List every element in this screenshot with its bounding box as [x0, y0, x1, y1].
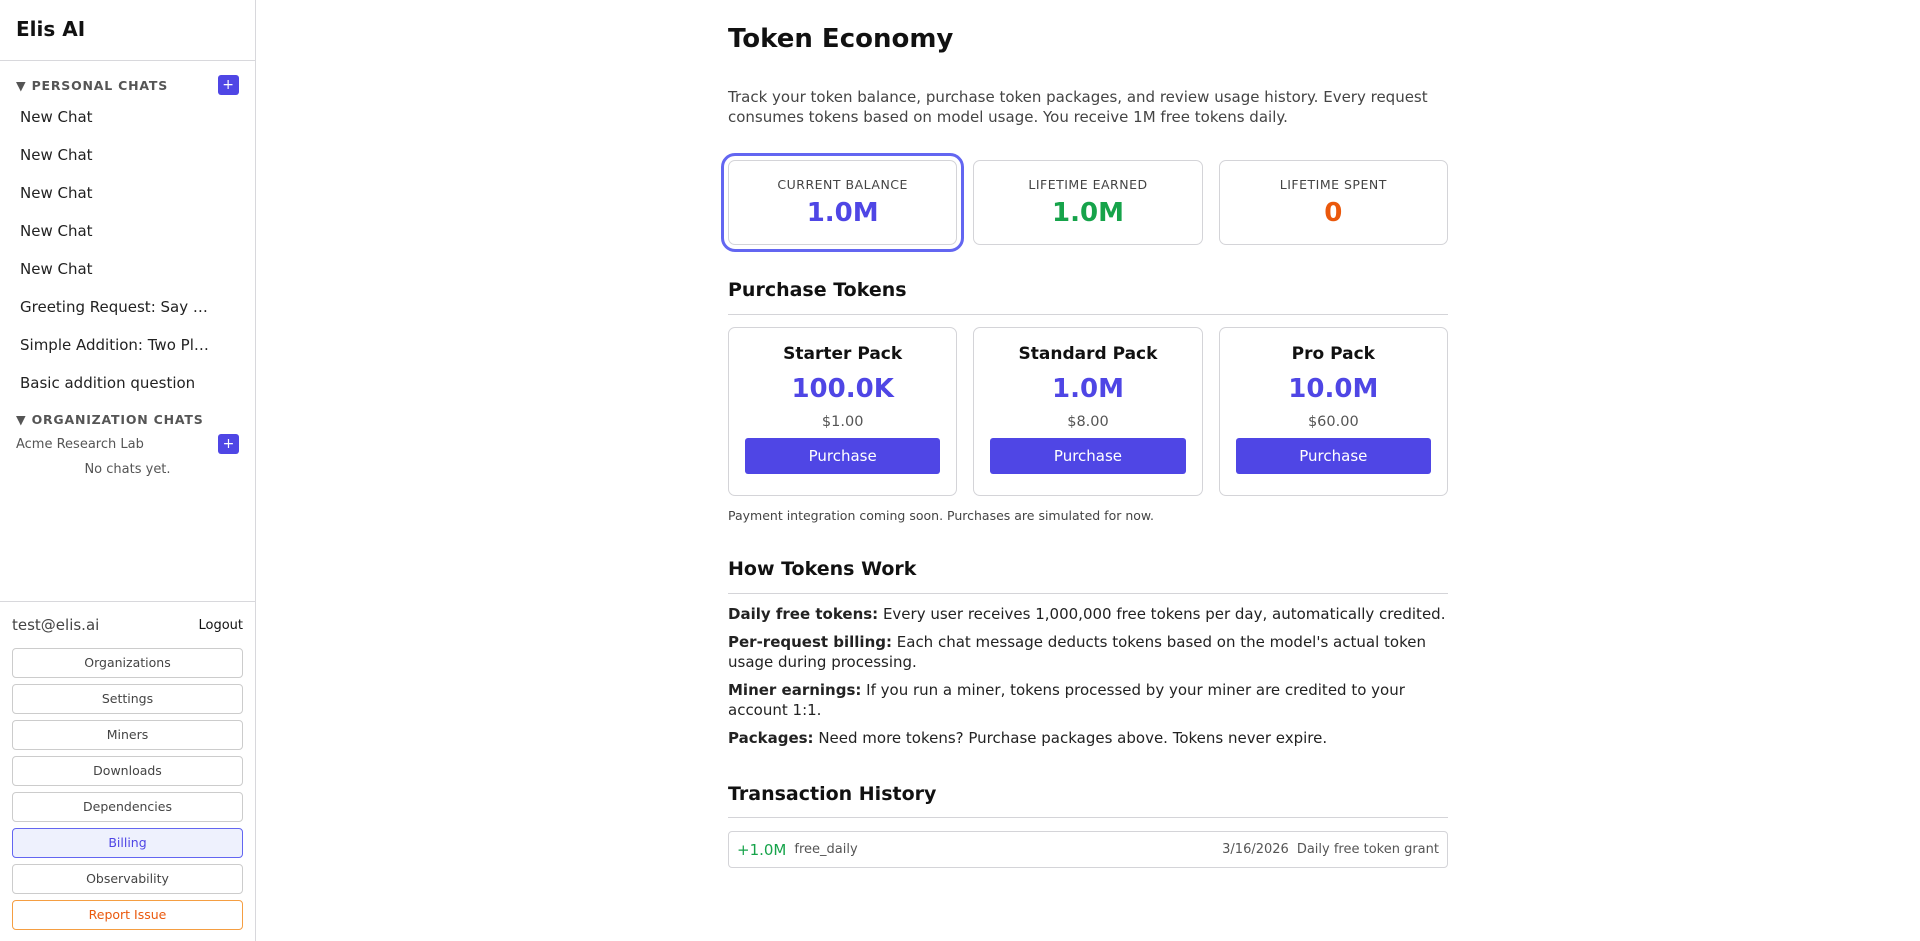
new-org-chat-button[interactable]: +	[218, 434, 239, 454]
nav-billing[interactable]: Billing	[12, 828, 243, 858]
nav-miners[interactable]: Miners	[12, 720, 243, 750]
pack-price: $8.00	[1067, 414, 1109, 430]
pack-card: Standard Pack 1.0M $8.00 Purchase	[973, 327, 1203, 496]
tx-date: 3/16/2026	[1222, 842, 1289, 857]
stat-label: LIFETIME SPENT	[1279, 177, 1387, 192]
pack-name: Starter Pack	[783, 344, 903, 364]
chat-item[interactable]: Simple Addition: Two Pl…	[20, 336, 209, 354]
stat-value: 1.0M	[806, 198, 879, 228]
pack-price: $60.00	[1307, 414, 1359, 430]
chat-item[interactable]: New Chat	[20, 184, 93, 202]
divider	[728, 817, 1448, 818]
how-heading: How Tokens Work	[728, 558, 917, 580]
nav-dependencies[interactable]: Dependencies	[12, 792, 243, 822]
history-heading: Transaction History	[728, 783, 937, 805]
stat-value: 0	[1324, 198, 1343, 228]
stat-label: CURRENT BALANCE	[777, 177, 908, 192]
how-item: Miner earnings: If you run a miner, toke…	[728, 681, 1405, 719]
sidebar: Elis AI ▼ PERSONAL CHATS + New Chat New …	[0, 0, 256, 941]
pack-price: $1.00	[821, 414, 864, 430]
new-chat-button[interactable]: +	[218, 75, 239, 95]
nav-observability[interactable]: Observability	[12, 864, 243, 894]
purchase-button[interactable]: Purchase	[1235, 438, 1431, 474]
personal-chats-header[interactable]: ▼ PERSONAL CHATS +	[0, 74, 255, 96]
caret-down-icon: ▼	[16, 411, 32, 427]
org-chats-header[interactable]: ▼ ORGANIZATION CHATS	[0, 408, 255, 430]
stat-lifetime-earned: LIFETIME EARNED 1.0M	[973, 160, 1203, 245]
page-title: Token Economy	[728, 24, 954, 54]
chat-item[interactable]: New Chat	[20, 222, 93, 240]
divider	[728, 314, 1448, 315]
pack-name: Pro Pack	[1291, 344, 1375, 364]
nav-downloads[interactable]: Downloads	[12, 756, 243, 786]
stat-current-balance: CURRENT BALANCE 1.0M	[720, 153, 965, 252]
page-description: Track your token balance, purchase token…	[728, 88, 1428, 126]
stat-lifetime-spent: LIFETIME SPENT 0	[1218, 160, 1448, 245]
pack-tokens: 10.0M	[1288, 374, 1379, 404]
purchase-heading: Purchase Tokens	[728, 279, 907, 301]
pack-tokens: 1.0M	[1052, 374, 1124, 404]
org-chats-label: ORGANIZATION CHATS	[31, 411, 204, 427]
tx-amount: +1.0M	[737, 840, 787, 859]
chat-item[interactable]: New Chat	[20, 108, 93, 126]
logout-button[interactable]: Logout	[198, 617, 243, 633]
pack-card: Starter Pack 100.0K $1.00 Purchase	[728, 327, 958, 496]
app-title: Elis AI	[0, 0, 255, 61]
purchase-button[interactable]: Purchase	[745, 438, 941, 474]
stat-value: 1.0M	[1052, 198, 1124, 228]
purchase-button[interactable]: Purchase	[990, 438, 1186, 474]
stat-label: LIFETIME EARNED	[1028, 177, 1148, 192]
nav-settings[interactable]: Settings	[12, 684, 243, 714]
personal-chats-label: PERSONAL CHATS	[31, 77, 169, 93]
nav-organizations[interactable]: Organizations	[12, 648, 243, 678]
transaction-row: +1.0M free_daily 3/16/2026 Daily free to…	[728, 831, 1448, 868]
chat-item[interactable]: New Chat	[20, 146, 93, 164]
how-item: Packages: Need more tokens? Purchase pac…	[728, 729, 1328, 747]
how-item: Per-request billing: Each chat message d…	[728, 633, 1426, 671]
divider	[728, 593, 1448, 594]
chat-item[interactable]: New Chat	[20, 260, 93, 278]
no-chats-text: No chats yet.	[84, 462, 171, 477]
payment-note: Payment integration coming soon. Purchas…	[728, 508, 1154, 523]
tx-type: free_daily	[794, 842, 858, 857]
report-issue-button[interactable]: Report Issue	[12, 900, 243, 930]
pack-tokens: 100.0K	[791, 374, 894, 404]
tx-description: Daily free token grant	[1296, 842, 1439, 857]
user-email: test@elis.ai	[12, 616, 100, 634]
pack-card: Pro Pack 10.0M $60.00 Purchase	[1218, 327, 1448, 496]
pack-name: Standard Pack	[1018, 344, 1158, 364]
chat-item[interactable]: Basic addition question	[20, 374, 196, 392]
how-item: Daily free tokens: Every user receives 1…	[728, 605, 1446, 623]
caret-down-icon: ▼	[16, 77, 32, 93]
org-name: Acme Research Lab	[16, 436, 144, 452]
chat-item[interactable]: Greeting Request: Say …	[20, 298, 208, 316]
